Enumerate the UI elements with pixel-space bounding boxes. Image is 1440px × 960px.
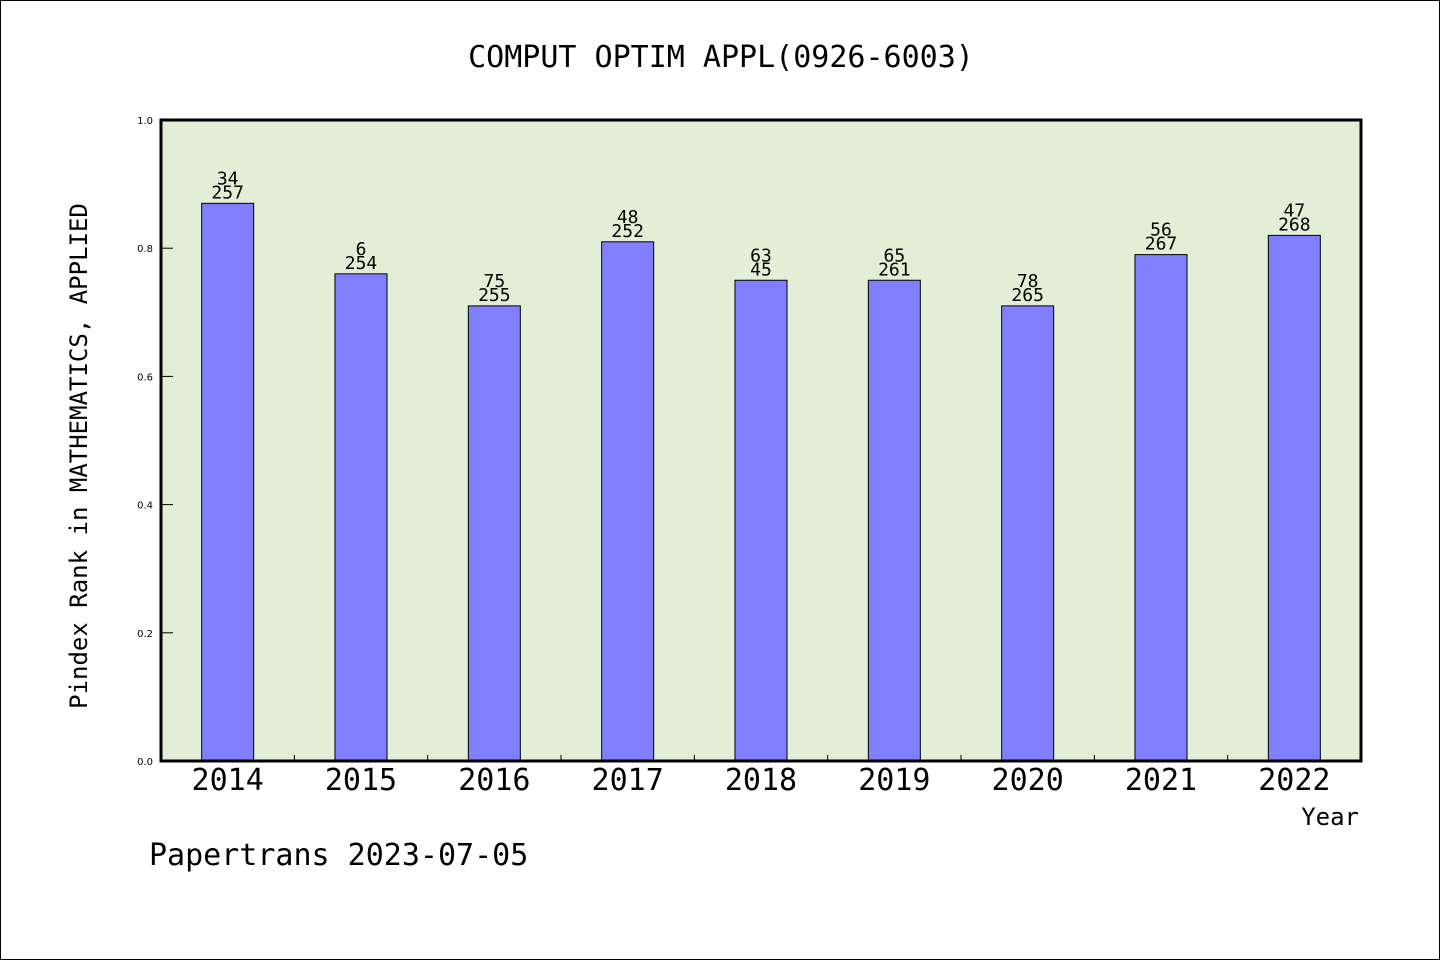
x-tick-label: 2016 — [458, 763, 530, 798]
bar — [467, 305, 521, 762]
x-tick-label: 2020 — [992, 763, 1064, 798]
bar-label-top: 75 — [483, 271, 505, 292]
y-tick-label: 0.8 — [137, 244, 153, 255]
x-tick-label: 2014 — [192, 763, 264, 798]
bar-label-bottom: 255 — [478, 285, 511, 306]
x-tick-label: 2022 — [1258, 763, 1330, 798]
bar-label-bottom: 254 — [345, 253, 378, 274]
bar-label-bottom: 45 — [750, 259, 772, 280]
y-tick-label: 0.0 — [137, 757, 153, 768]
bar-label-top: 34 — [217, 168, 239, 189]
bar — [867, 279, 921, 762]
x-axis-label: Year — [1301, 803, 1359, 831]
y-tick-label: 1.0 — [137, 116, 153, 127]
bar-label-top: 6 — [356, 239, 367, 260]
bar — [1001, 305, 1055, 762]
y-axis-label: Pindex Rank in MATHEMATICS, APPLIED — [65, 203, 93, 709]
bar — [334, 273, 388, 762]
bars-group — [201, 202, 1321, 762]
y-tick-label: 0.4 — [137, 501, 153, 512]
bar-label-bottom: 261 — [878, 259, 911, 280]
x-tick-label: 2017 — [592, 763, 664, 798]
bar-label-top: 56 — [1150, 220, 1172, 241]
y-tick-label: 0.2 — [137, 629, 153, 640]
bar — [601, 241, 655, 762]
bar-label-top: 63 — [750, 245, 772, 266]
bar — [1134, 254, 1188, 762]
x-tick-label: 2019 — [858, 763, 930, 798]
bar-label-top: 65 — [883, 245, 905, 266]
bar — [734, 279, 788, 762]
chart-title: COMPUT OPTIM APPL(0926-6003) — [468, 40, 974, 75]
x-tick-label: 2021 — [1125, 763, 1197, 798]
x-tick-label: 2018 — [725, 763, 797, 798]
bar-label-top: 78 — [1017, 271, 1039, 292]
bar-label-bottom: 257 — [211, 182, 244, 203]
bar-label-top: 48 — [617, 207, 639, 228]
y-tick-label: 0.6 — [137, 372, 153, 383]
footer-credit: Papertrans 2023-07-05 — [149, 838, 528, 873]
bar-label-bottom: 265 — [1011, 285, 1044, 306]
bar-label-bottom: 252 — [611, 221, 644, 242]
plot-frame — [159, 118, 1363, 763]
bar-label-top: 47 — [1283, 200, 1305, 221]
bar — [1267, 234, 1321, 762]
bar-label-bottom: 267 — [1145, 234, 1178, 255]
x-axis: 2014 2015 2016 2017 2018 2019 2020 2021 2022 — [192, 755, 1330, 798]
bar-label-bottom: 268 — [1278, 214, 1311, 235]
x-tick-label: 2015 — [325, 763, 397, 798]
bar — [201, 202, 255, 762]
